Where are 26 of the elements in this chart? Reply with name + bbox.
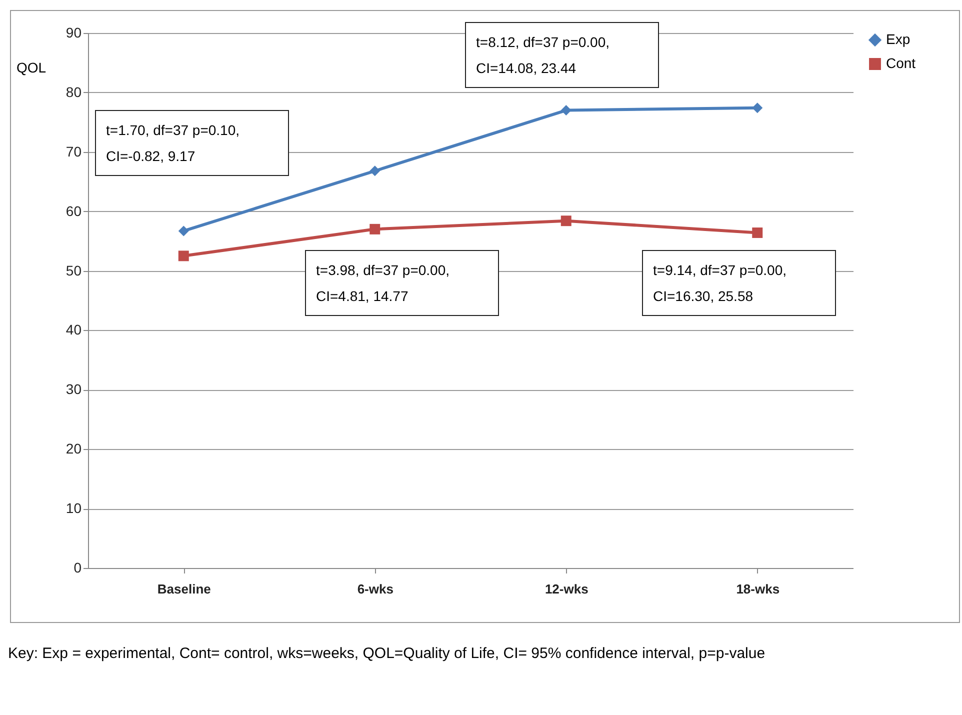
text: Key: Exp = experimental, Cont= control, wks=weeks, QOL=Quality of Life, CI= 95% confidence interval, p=p-value	[8, 644, 766, 664]
point	[752, 227, 763, 238]
x-tick-label: Baseline	[157, 582, 211, 596]
y-tick-label: 90	[66, 24, 82, 40]
y-tick-label: 20	[66, 440, 82, 457]
point	[370, 224, 380, 234]
point	[752, 102, 763, 114]
point	[178, 226, 189, 236]
y-tick-label: 70	[66, 143, 82, 160]
x-tick-label: 18-wks	[736, 582, 780, 596]
y-tick-label: 10	[66, 500, 82, 516]
point	[178, 250, 189, 262]
y-tick-label: 0	[74, 560, 82, 576]
y-tick-label: 60	[66, 202, 82, 219]
point	[370, 166, 380, 176]
y-tick-label: 30	[66, 381, 82, 398]
point	[560, 105, 572, 116]
legend-label: Cont	[886, 55, 916, 71]
y-axis-title: QOL	[16, 60, 46, 76]
y-tick-label: 50	[66, 262, 82, 278]
y-tick-label: 40	[66, 322, 82, 338]
x-tick-label: 12-wks	[544, 582, 588, 596]
point	[560, 216, 572, 226]
x-tick-label: 6-wks	[357, 582, 394, 596]
y-tick-label: 80	[66, 84, 82, 100]
legend-label: Exp	[886, 31, 910, 47]
